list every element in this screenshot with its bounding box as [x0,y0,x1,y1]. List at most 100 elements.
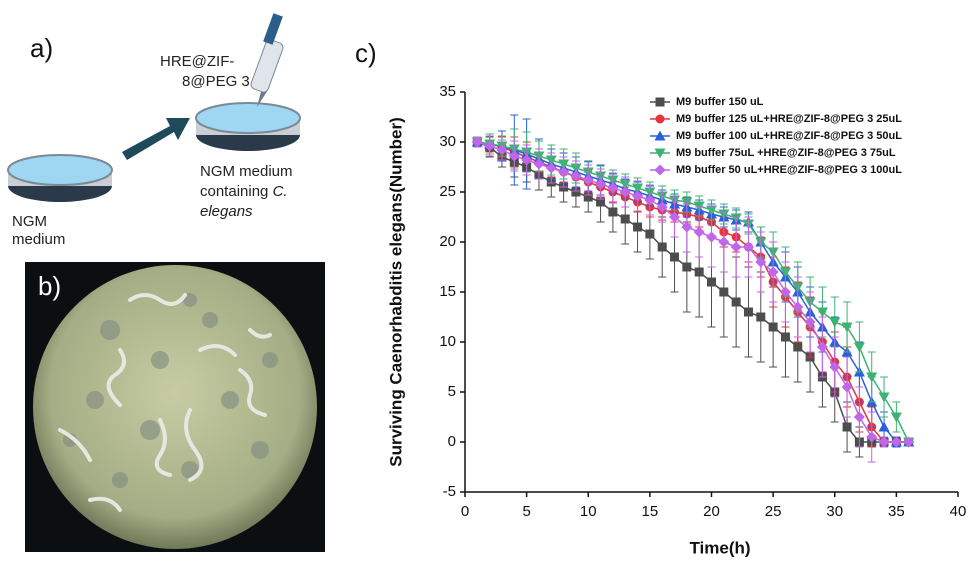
x-tick-label: 20 [703,503,720,520]
legend-marker [654,164,666,176]
y-tick-label: 30 [439,133,456,150]
x-tick-label: 25 [765,503,782,520]
marker [767,266,779,278]
legend-label: M9 buffer 75uL +HRE@ZIF-8@PEG 3 75uL [676,147,896,159]
marker [582,174,594,186]
marker [533,158,545,170]
y-axis-title: Surviving Caenorhabditis elegans(Number) [386,117,405,467]
y-tick-label: 35 [439,83,456,100]
y-tick-label: 25 [439,183,456,200]
legend-label: M9 buffer 100 uL+HRE@ZIF-8@PEG 3 50uL [676,130,902,142]
marker [706,231,717,243]
marker [853,342,865,353]
marker [719,287,729,297]
panel-label: a) [30,33,53,63]
marker [779,286,791,298]
marker [866,372,878,383]
marker [903,436,915,448]
marker [496,144,508,156]
panel-label: b) [38,271,61,301]
x-tick-label: 35 [888,503,905,520]
marker [558,166,570,178]
marker [755,256,767,268]
marker [670,252,680,262]
x-tick-label: 40 [950,503,967,520]
y-tick-label: 5 [448,383,456,400]
marker [596,197,606,207]
dish-worms [195,102,301,151]
panel-label: c) [355,38,377,68]
marker [829,317,841,328]
y-tick-label: -5 [443,483,456,500]
y-tick-label: 10 [439,333,456,350]
marker [644,194,656,206]
x-tick-label: 10 [580,503,597,520]
marker [730,241,742,253]
legend-label: M9 buffer 125 uL+HRE@ZIF-8@PEG 3 25uL [676,113,902,125]
marker [657,242,667,252]
dish-label: medium [12,231,65,248]
arrow [122,118,190,160]
x-tick-label: 0 [461,503,469,520]
marker [681,221,693,233]
marker [607,182,619,194]
marker [829,361,841,373]
marker [742,241,754,253]
marker [793,342,803,352]
series-line [477,141,909,443]
legend-marker [655,114,665,124]
series-line [477,141,910,443]
legend-marker [654,130,666,141]
marker [693,226,705,238]
marker [804,316,816,328]
marker [682,262,692,272]
marker [508,150,520,162]
marker [841,381,853,393]
marker [890,412,902,423]
marker [866,431,878,443]
marker [768,322,778,332]
series-line [477,141,909,443]
marker [484,140,496,152]
marker [731,297,741,307]
marker [694,267,704,277]
marker [545,162,557,174]
marker [633,222,643,232]
y-tick-label: 20 [439,233,456,250]
y-tick-label: 15 [439,283,456,300]
reagent-label: HRE@ZIF- [160,53,234,70]
series-line [477,141,909,443]
marker [707,277,716,287]
marker [471,136,483,148]
x-axis-title: Time(h) [689,538,750,557]
legend-label: M9 buffer 50 uL+HRE@ZIF-8@PEG 3 100uL [676,164,902,176]
reagent-label: 8@PEG 3 [182,73,250,90]
dish-label-text: containing [200,183,268,200]
pipette [250,13,284,107]
dish-label: elegans [200,203,253,220]
marker [595,178,607,190]
marker [669,211,681,223]
marker [792,301,804,313]
dish-label: containing C. [200,183,288,200]
marker [816,341,828,353]
marker [842,422,852,432]
dish-label: NGM [12,213,47,230]
micrograph [25,262,325,552]
x-tick-label: 15 [642,503,659,520]
marker [570,170,582,182]
marker [608,207,618,217]
dish-label: NGM medium [200,163,293,180]
y-tick-label: 0 [448,433,456,450]
x-tick-label: 30 [826,503,843,520]
legend-marker [655,97,665,107]
dish-label-italic: C. [273,183,288,200]
series [471,135,915,463]
marker [841,322,853,333]
marker [620,214,630,224]
marker [743,307,753,317]
marker [816,307,828,318]
x-tick-label: 5 [522,503,530,520]
marker [878,392,890,403]
